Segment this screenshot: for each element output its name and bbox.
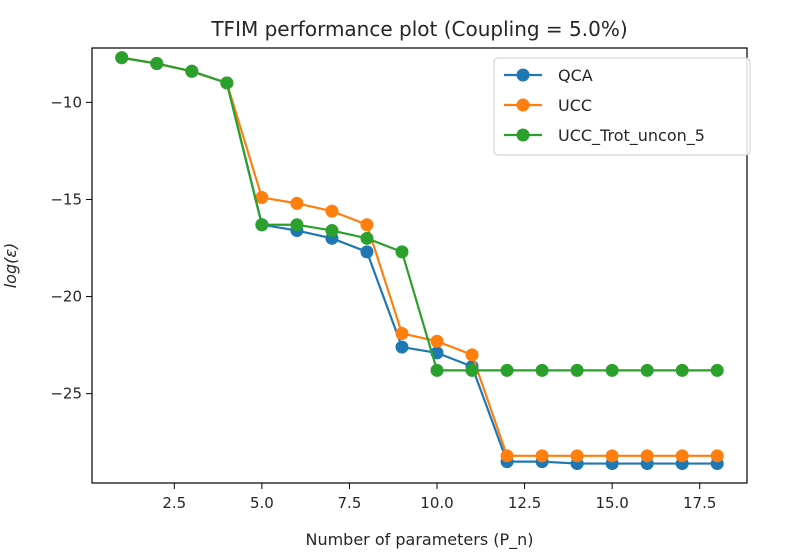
- x-tick-label: 2.5: [162, 494, 186, 512]
- legend-label: UCC: [558, 96, 592, 115]
- data-point: [220, 76, 234, 90]
- data-point: [675, 449, 689, 463]
- x-tick-label: 5.0: [250, 494, 274, 512]
- data-point: [150, 57, 164, 71]
- data-point: [360, 231, 374, 245]
- data-point: [325, 204, 339, 218]
- data-point: [640, 449, 654, 463]
- data-point: [570, 363, 584, 377]
- legend-label: UCC_Trot_uncon_5: [558, 126, 705, 146]
- data-point: [535, 449, 549, 463]
- data-point: [465, 348, 479, 362]
- data-point: [360, 218, 374, 232]
- data-point: [570, 449, 584, 463]
- data-point: [430, 334, 444, 348]
- data-point: [360, 245, 374, 259]
- data-point: [255, 191, 269, 205]
- y-axis-label: log(ε): [1, 243, 20, 289]
- x-tick-label: 12.5: [508, 494, 541, 512]
- series-lines: [115, 51, 724, 471]
- data-point: [325, 224, 339, 238]
- x-tick-label: 15.0: [595, 494, 628, 512]
- data-point: [395, 340, 409, 354]
- data-point: [640, 363, 654, 377]
- chart-title: TFIM performance plot (Coupling = 5.0%): [210, 17, 627, 41]
- data-point: [465, 363, 479, 377]
- y-tick-label: −20: [50, 288, 82, 306]
- y-tick-label: −25: [50, 385, 82, 403]
- legend-swatch-marker: [516, 68, 530, 82]
- y-tick-label: −10: [50, 93, 82, 111]
- legend-item: QCA: [504, 66, 593, 85]
- legend-item: UCC: [504, 96, 592, 115]
- data-point: [710, 449, 724, 463]
- data-point: [500, 449, 514, 463]
- data-point: [290, 196, 304, 210]
- legend: QCA UCC UCC_Trot_uncon_5: [493, 57, 751, 156]
- data-point: [535, 363, 549, 377]
- legend-box: [493, 57, 751, 156]
- legend-label: QCA: [558, 66, 593, 85]
- x-axis-label: Number of parameters (P_n): [305, 530, 533, 550]
- data-point: [710, 363, 724, 377]
- data-point: [675, 363, 689, 377]
- data-point: [115, 51, 129, 65]
- y-axis: −10 −15 −20 −25: [50, 93, 92, 403]
- y-tick-label: −15: [50, 190, 82, 208]
- x-tick-label: 10.0: [420, 494, 453, 512]
- plot-frame: [91, 47, 748, 484]
- data-point: [430, 363, 444, 377]
- data-point: [185, 64, 199, 78]
- legend-item: UCC_Trot_uncon_5: [504, 126, 705, 146]
- data-point: [605, 449, 619, 463]
- data-point: [255, 218, 269, 232]
- data-point: [605, 363, 619, 377]
- data-point: [395, 326, 409, 340]
- data-point: [500, 363, 514, 377]
- legend-swatch-marker: [516, 98, 530, 112]
- legend-swatch-marker: [516, 128, 530, 142]
- plot-area: [91, 47, 748, 484]
- series-ucc-trot-uncon-5: [115, 51, 724, 377]
- x-tick-label: 17.5: [683, 494, 716, 512]
- data-point: [290, 218, 304, 232]
- data-point: [395, 245, 409, 259]
- x-axis: 2.5 5.0 7.5 10.0 12.5 15.0 17.5: [162, 483, 716, 512]
- x-tick-label: 7.5: [338, 494, 362, 512]
